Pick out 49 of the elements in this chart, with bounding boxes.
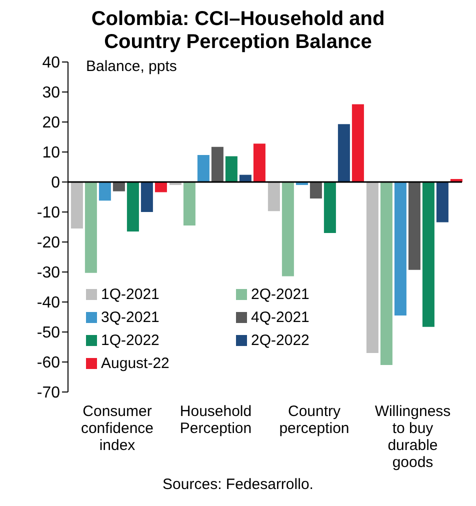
y-tick-label: 10 xyxy=(42,144,60,162)
legend-label: 1Q-2022 xyxy=(101,332,160,349)
y-tick-label: -20 xyxy=(36,234,60,252)
y-tick-label: -30 xyxy=(36,264,60,282)
x-tick-label: Consumer confidence index xyxy=(80,403,154,454)
legend-label: August-22 xyxy=(101,355,170,372)
bar xyxy=(98,182,111,201)
bar xyxy=(436,182,448,222)
y-tick-label: 30 xyxy=(42,84,60,102)
legend-label: 3Q-2021 xyxy=(101,309,160,326)
x-tick-label: Country perception xyxy=(279,403,350,437)
source-note: Sources: Fedesarrollo. xyxy=(162,476,314,493)
y-tick-label: 0 xyxy=(51,174,60,192)
y-tick-label: -60 xyxy=(36,354,60,372)
bar xyxy=(183,182,196,226)
y-tick-label: -70 xyxy=(36,384,60,402)
bar xyxy=(84,182,97,273)
bar xyxy=(352,104,364,182)
bar xyxy=(324,182,336,233)
y-tick-label: -50 xyxy=(36,324,60,342)
bar xyxy=(268,182,280,212)
y-tick-label: -40 xyxy=(36,294,60,312)
x-tick-label: Willingness to buy durable goods xyxy=(374,403,451,471)
bar xyxy=(239,174,252,182)
bar xyxy=(394,182,406,316)
y-tick-label: -10 xyxy=(36,204,60,222)
legend-label: 1Q-2021 xyxy=(101,286,160,303)
legend-label: 2Q-2022 xyxy=(251,332,310,349)
bar xyxy=(140,182,153,212)
legend-label: 2Q-2021 xyxy=(251,286,310,303)
y-axis-title: Balance, ppts xyxy=(86,58,177,75)
y-tick-label: 20 xyxy=(42,114,60,132)
bar xyxy=(282,182,294,276)
bar xyxy=(366,182,378,353)
bar xyxy=(380,182,392,365)
chart-title: Colombia: CCI–Household and Country Perception Balance xyxy=(90,8,386,54)
bar xyxy=(408,182,420,270)
bar xyxy=(197,155,210,182)
bar xyxy=(70,182,83,228)
bar xyxy=(338,124,350,182)
legend-label: 4Q-2021 xyxy=(251,309,310,326)
bar xyxy=(422,182,434,327)
bar xyxy=(253,144,266,182)
bar xyxy=(225,156,238,182)
x-tick-label: Household Perception xyxy=(180,403,252,437)
bar xyxy=(211,146,224,182)
bar xyxy=(126,182,139,232)
bar xyxy=(310,182,322,198)
y-tick-label: 40 xyxy=(42,54,60,72)
